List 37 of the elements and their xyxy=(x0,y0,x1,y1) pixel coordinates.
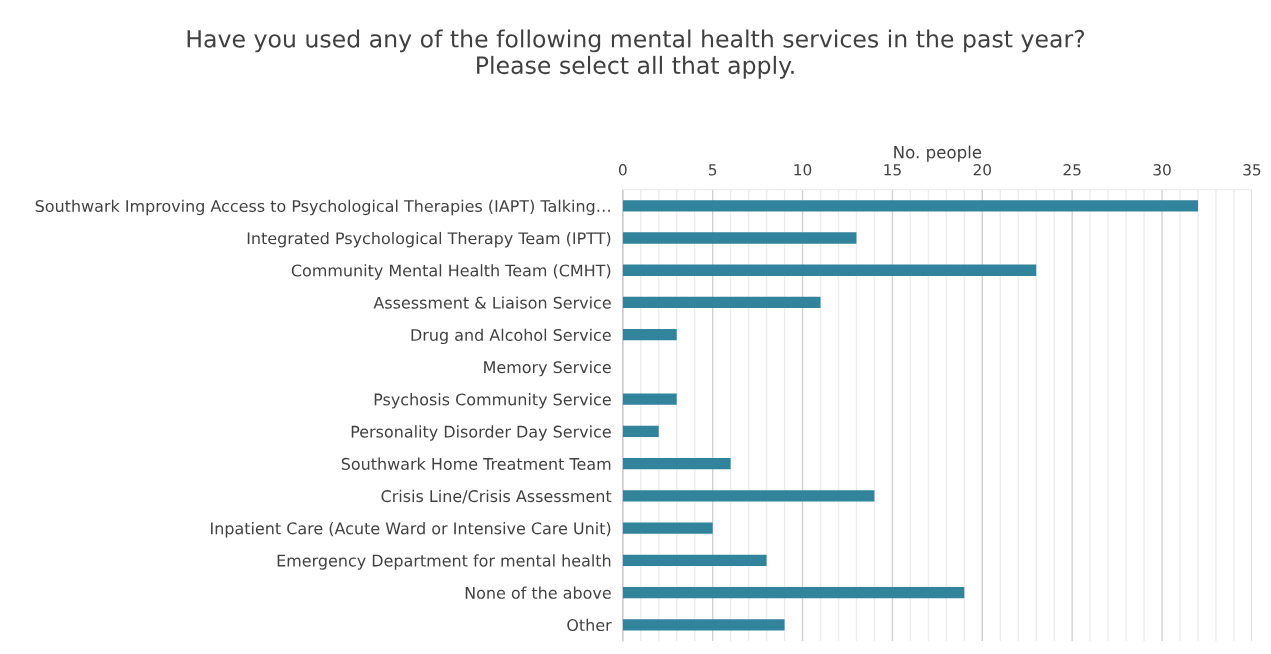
x-axis-title: No. people xyxy=(894,145,982,162)
bar xyxy=(622,329,677,341)
bar xyxy=(622,232,857,244)
x-tick-label: 30 xyxy=(1153,164,1171,176)
y-tick-label: Southwark Home Treatment Team xyxy=(341,457,611,470)
y-tick-label: Southwark Improving Access to Psychological Therapies (IAPT) Talking… xyxy=(35,199,610,216)
x-tick-label: 25 xyxy=(1063,164,1081,176)
bar xyxy=(622,554,767,566)
y-tick-label: Community Mental Health Team (CMHT) xyxy=(291,264,611,280)
x-tick-label: 5 xyxy=(708,164,717,176)
y-tick-label: Assessment & Liaison Service xyxy=(373,296,611,309)
y-tick-label: Crisis Line/Crisis Assessment xyxy=(381,489,612,504)
bar xyxy=(622,296,821,309)
y-tick-label: Integrated Psychological Therapy Team (IPTT) xyxy=(247,231,611,248)
bar xyxy=(622,393,677,405)
y-tick-label: None of the above xyxy=(465,586,611,599)
x-tick-label: 0 xyxy=(618,164,627,176)
y-tick-label: Drug and Alcohol Service xyxy=(411,328,611,345)
x-tick-label: 15 xyxy=(884,164,901,176)
bar xyxy=(622,586,965,599)
x-tick-label: 20 xyxy=(973,164,992,176)
chart-title: Have you used any of the following mental health services in the past year? Please select all that apply. xyxy=(187,29,1085,79)
y-tick-label: Psychosis Community Service xyxy=(374,393,611,409)
x-tick-label: 35 xyxy=(1243,164,1261,176)
y-tick-label: Inpatient Care (Acute Ward or Intensive Care Unit) xyxy=(211,522,611,538)
bar xyxy=(622,200,1199,212)
bar xyxy=(622,619,785,631)
y-tick-label: Other xyxy=(567,618,612,632)
y-tick-label: Personality Disorder Day Service xyxy=(351,425,611,441)
bar xyxy=(622,458,731,470)
bar xyxy=(622,264,1037,276)
bar xyxy=(622,522,713,534)
y-tick-label: Emergency Department for mental health xyxy=(277,554,611,570)
bar xyxy=(622,425,659,438)
y-tick-label: Memory Service xyxy=(484,360,611,377)
bar xyxy=(622,490,875,502)
x-tick-label: 10 xyxy=(794,164,812,176)
